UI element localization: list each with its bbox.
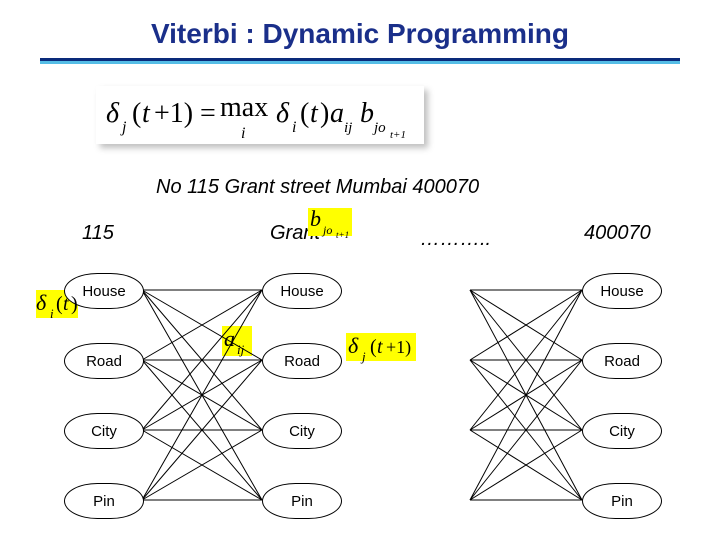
svg-text:t: t	[142, 98, 151, 129]
svg-text:δ: δ	[36, 290, 47, 315]
svg-text:): )	[71, 293, 78, 315]
svg-text:=: =	[200, 98, 216, 129]
slide-title: Viterbi : Dynamic Programming	[0, 0, 720, 50]
math-b-jo: b jo t+1	[308, 208, 356, 245]
example-sentence: No 115 Grant street Mumbai 400070	[156, 176, 479, 199]
node-col1-pin: Pin	[262, 483, 342, 519]
svg-text:a: a	[330, 98, 344, 129]
svg-text:t+1: t+1	[336, 230, 349, 240]
math-a-ij: a ij	[222, 326, 256, 365]
svg-text:ij: ij	[237, 342, 245, 357]
svg-text:ij: ij	[344, 120, 352, 136]
node-col1-city: City	[262, 413, 342, 449]
svg-text:j: j	[120, 119, 127, 136]
node-col0-road: Road	[64, 343, 144, 379]
node-col2-pin: Pin	[582, 483, 662, 519]
node-col0-pin: Pin	[64, 483, 144, 519]
svg-text:j: j	[360, 349, 366, 364]
node-col2-city: City	[582, 413, 662, 449]
svg-text:i: i	[292, 119, 296, 136]
formula-svg: δ j ( t +1) = max i δ i ( t ) a ij b jo …	[96, 86, 424, 144]
svg-text:b: b	[360, 98, 374, 129]
svg-text:i: i	[241, 125, 245, 142]
svg-text:δ: δ	[106, 98, 120, 129]
col-label-0: 115	[82, 222, 114, 245]
svg-text:+1): +1)	[386, 337, 411, 358]
ellipsis: ………..	[420, 228, 491, 251]
node-col2-road: Road	[582, 343, 662, 379]
svg-text:max: max	[220, 92, 268, 123]
node-col0-city: City	[64, 413, 144, 449]
math-delta-j-t1: δ j ( t +1)	[346, 333, 420, 370]
svg-text:t: t	[310, 98, 319, 129]
trellis-edges	[0, 0, 720, 540]
svg-text:i: i	[50, 306, 54, 321]
formula-box: δ j ( t +1) = max i δ i ( t ) a ij b jo …	[96, 86, 424, 144]
svg-text:(: (	[56, 293, 63, 315]
svg-text:t+1: t+1	[390, 129, 406, 141]
svg-text:(: (	[370, 336, 377, 358]
svg-text:jo: jo	[372, 120, 386, 136]
node-col1-house: House	[262, 273, 342, 309]
math-delta-i-t: δ i ( t )	[34, 290, 80, 329]
node-col2-house: House	[582, 273, 662, 309]
svg-text:a: a	[224, 326, 235, 351]
svg-text:t: t	[63, 293, 69, 315]
svg-text:t: t	[377, 336, 383, 358]
svg-text:jo: jo	[321, 223, 332, 237]
svg-text:): )	[320, 98, 329, 129]
svg-text:δ: δ	[276, 98, 290, 129]
node-col1-road: Road	[262, 343, 342, 379]
col-label-2: 400070	[584, 222, 651, 245]
svg-text:(: (	[300, 98, 309, 129]
svg-text:b: b	[310, 208, 321, 231]
svg-text:(: (	[132, 98, 141, 129]
title-underline	[40, 58, 680, 64]
svg-text:δ: δ	[348, 333, 359, 358]
svg-text:+1): +1)	[154, 98, 193, 129]
